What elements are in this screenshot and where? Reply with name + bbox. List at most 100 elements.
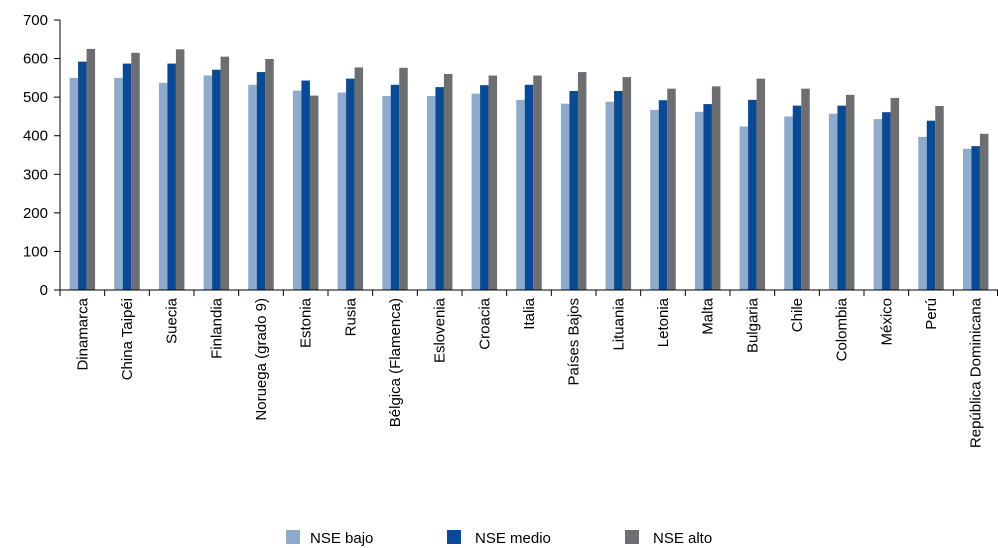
bar-nse-alto bbox=[935, 106, 944, 290]
x-category-label: Finlandia bbox=[208, 297, 225, 359]
bar-nse-medio bbox=[658, 100, 668, 290]
bar-nse-medio bbox=[122, 63, 132, 291]
bar-nse-medio bbox=[703, 104, 712, 290]
bar-nse-bajo bbox=[560, 103, 570, 290]
bar-nse-bajo bbox=[114, 77, 123, 290]
bar-nse-bajo bbox=[248, 84, 257, 290]
bar-nse-bajo bbox=[962, 148, 972, 290]
y-tick-label: 100 bbox=[23, 243, 48, 260]
bar-nse-medio bbox=[837, 105, 846, 290]
bar-nse-bajo bbox=[382, 95, 391, 290]
bar-nse-medio bbox=[524, 84, 534, 290]
bar-nse-alto bbox=[443, 74, 453, 290]
legend: NSE bajo NSE medio NSE alto bbox=[286, 530, 712, 547]
x-category-label: Rusia bbox=[342, 297, 359, 336]
bar-nse-alto bbox=[711, 86, 721, 290]
x-category-label: Italia bbox=[521, 297, 538, 329]
bar-nse-alto bbox=[220, 56, 230, 291]
bar-nse-alto bbox=[890, 97, 900, 291]
x-category-label: Dinamarca bbox=[74, 297, 91, 370]
x-category-label: República Dominicana bbox=[968, 297, 985, 448]
y-tick-label: 500 bbox=[23, 89, 48, 106]
bar-nse-alto bbox=[667, 88, 676, 291]
y-tick-label: 700 bbox=[23, 12, 48, 29]
bar-nse-alto bbox=[399, 67, 408, 290]
bar-nse-alto bbox=[979, 133, 989, 290]
legend-label: NSE medio bbox=[475, 530, 551, 547]
bar-nse-alto bbox=[756, 78, 766, 290]
legend-swatch bbox=[286, 530, 300, 544]
x-category-label: Estonia bbox=[298, 297, 315, 348]
bar-nse-alto bbox=[86, 48, 96, 290]
bar-nse-alto bbox=[309, 95, 319, 290]
bar-nse-bajo bbox=[471, 93, 481, 291]
bar-nse-medio bbox=[569, 90, 578, 290]
bar-nse-alto bbox=[354, 67, 364, 290]
bar-nse-medio bbox=[78, 61, 87, 291]
bar-nse-bajo bbox=[873, 119, 883, 290]
bar-nse-alto bbox=[175, 49, 185, 290]
y-tick-label: 600 bbox=[23, 51, 48, 68]
bar-nse-bajo bbox=[69, 77, 79, 290]
bar-nse-alto bbox=[488, 75, 498, 291]
bar-nse-bajo bbox=[292, 90, 302, 290]
x-category-label: Eslovenia bbox=[432, 297, 449, 363]
bar-nse-bajo bbox=[739, 126, 749, 290]
bar-nse-medio bbox=[614, 90, 623, 290]
bar-nse-bajo bbox=[694, 111, 704, 290]
legend-label: NSE alto bbox=[653, 530, 712, 547]
legend-label: NSE bajo bbox=[310, 530, 373, 547]
x-category-label: Noruega (grado 9) bbox=[253, 298, 270, 421]
bars bbox=[69, 48, 989, 291]
x-category-label: Perú bbox=[923, 298, 940, 330]
bar-nse-alto bbox=[577, 72, 587, 290]
bar-nse-bajo bbox=[828, 113, 838, 290]
bar-nse-medio bbox=[792, 105, 802, 290]
bar-nse-bajo bbox=[784, 116, 793, 290]
y-tick-label: 200 bbox=[23, 205, 48, 222]
bar-nse-bajo bbox=[650, 109, 659, 290]
y-tick-label: 400 bbox=[23, 128, 48, 145]
x-category-label: Lituania bbox=[610, 297, 627, 350]
x-category-label: Bélgica (Flamenca) bbox=[387, 298, 404, 427]
bar-nse-alto bbox=[801, 88, 810, 291]
x-category-label: Países Bajos bbox=[566, 298, 583, 386]
bar-nse-bajo bbox=[605, 101, 615, 291]
bar-nse-medio bbox=[256, 72, 266, 290]
x-category-label: Croacia bbox=[476, 297, 493, 349]
bar-nse-bajo bbox=[516, 99, 525, 290]
y-tick-label: 0 bbox=[40, 282, 48, 299]
legend-swatch bbox=[625, 530, 639, 544]
bar-nse-medio bbox=[390, 84, 400, 290]
bar-nse-medio bbox=[748, 99, 757, 290]
bar-nse-medio bbox=[301, 80, 310, 290]
bar-nse-medio bbox=[212, 69, 221, 290]
bar-nse-alto bbox=[131, 52, 140, 291]
bar-nse-bajo bbox=[337, 92, 347, 290]
bar-nse-bajo bbox=[426, 95, 436, 290]
bar-nse-medio bbox=[435, 87, 444, 290]
legend-swatch bbox=[447, 530, 461, 544]
bar-nse-medio bbox=[346, 78, 355, 290]
bar-nse-medio bbox=[167, 63, 176, 291]
x-category-label: Bulgaria bbox=[744, 297, 761, 353]
x-axis: Dinamarca China Taipéi Suecia Finlandia Noru… bbox=[59, 289, 998, 448]
bar-nse-alto bbox=[533, 75, 542, 291]
x-category-label: Letonia bbox=[655, 297, 672, 347]
x-category-label: Suecia bbox=[164, 297, 181, 344]
bar-nse-alto bbox=[845, 94, 855, 290]
x-category-label: Chile bbox=[789, 298, 806, 332]
bar-nse-bajo bbox=[158, 82, 168, 290]
y-tick-label: 300 bbox=[23, 166, 48, 183]
bar-nse-medio bbox=[971, 146, 980, 290]
x-category-label: México bbox=[878, 298, 895, 346]
bar-nse-alto bbox=[622, 77, 632, 290]
bar-nse-bajo bbox=[203, 75, 213, 291]
bar-nse-medio bbox=[882, 112, 891, 290]
bar-nse-medio bbox=[926, 120, 936, 291]
x-category-label: China Taipéi bbox=[119, 298, 136, 380]
y-axis: 0 100 200 300 400 500 600 700 bbox=[23, 12, 61, 299]
x-category-label: Malta bbox=[700, 297, 717, 334]
